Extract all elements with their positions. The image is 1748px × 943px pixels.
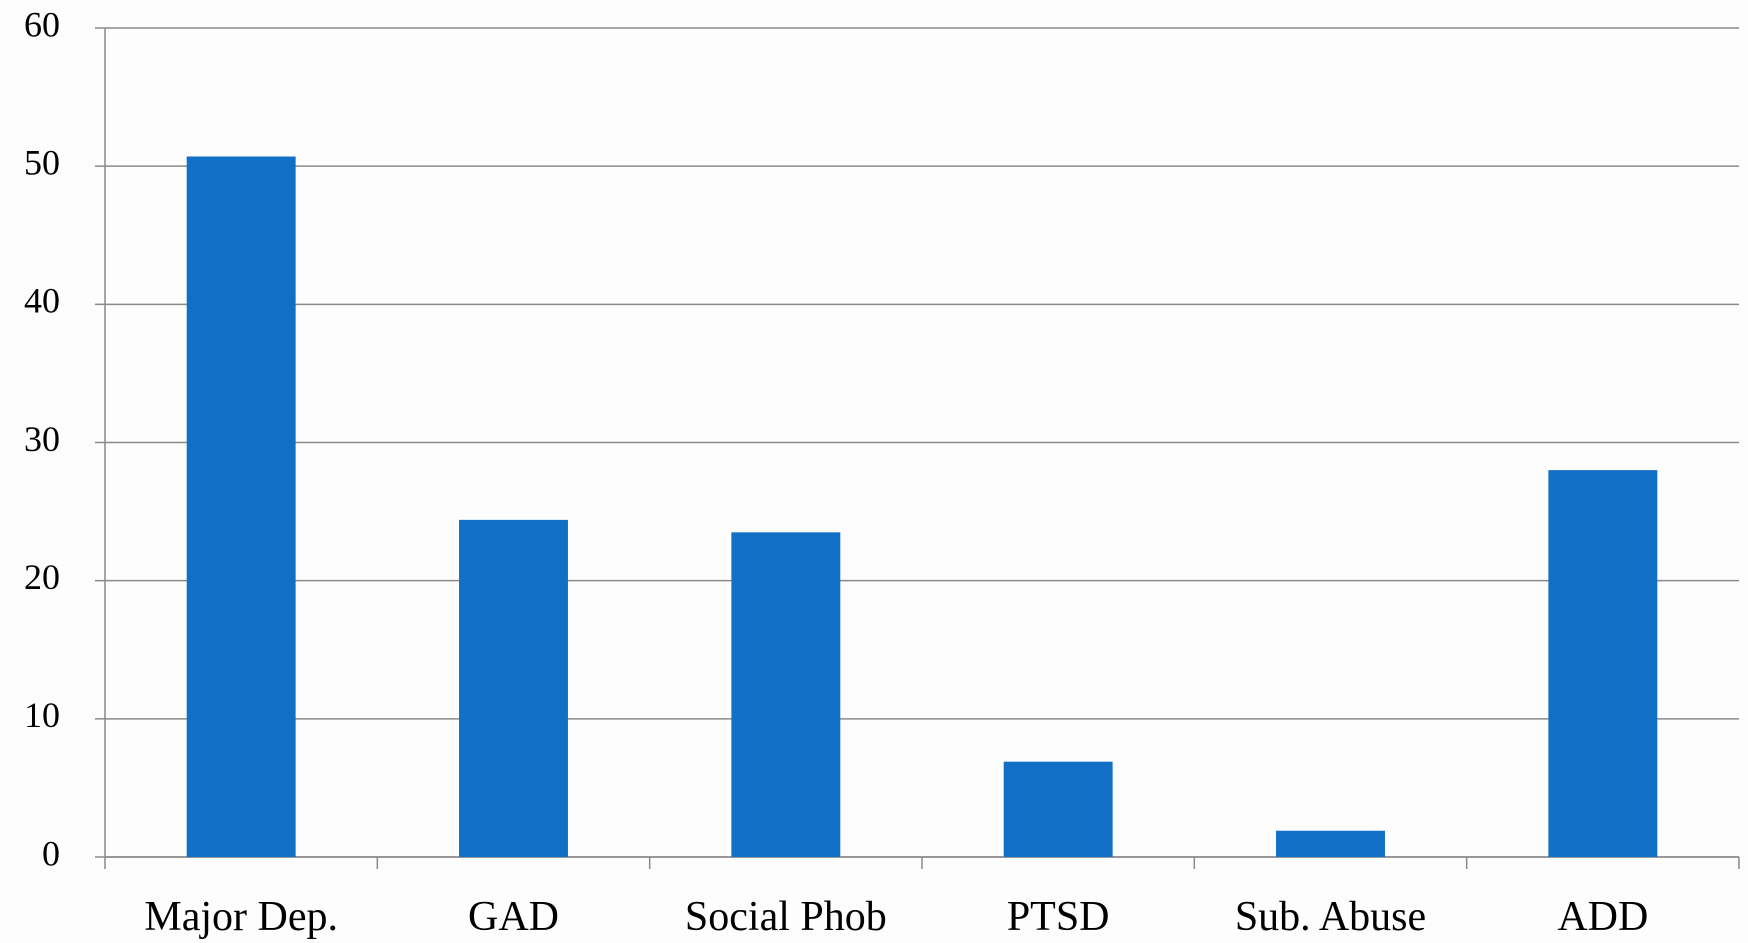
bar [1548,470,1658,857]
bar [186,156,296,857]
bar [459,519,568,857]
x-tick-label: PTSD [1007,894,1110,940]
y-tick-label: 10 [24,695,60,735]
y-tick-label: 60 [24,4,60,44]
y-tick-label: 0 [42,833,60,873]
x-tick-label: Social Phob [685,894,887,940]
x-tick-label: ADD [1557,894,1648,940]
y-tick-label: 30 [24,419,60,459]
x-tick-label: GAD [468,894,559,940]
bar [731,532,841,857]
x-tick-label: Major Dep. [144,894,338,940]
x-tick-label: Sub. Abuse [1235,894,1426,940]
y-tick-label: 40 [24,281,60,321]
y-tick-label: 20 [24,557,60,597]
bar [1003,761,1113,857]
bar [1276,830,1385,857]
y-tick-label: 50 [24,142,60,182]
